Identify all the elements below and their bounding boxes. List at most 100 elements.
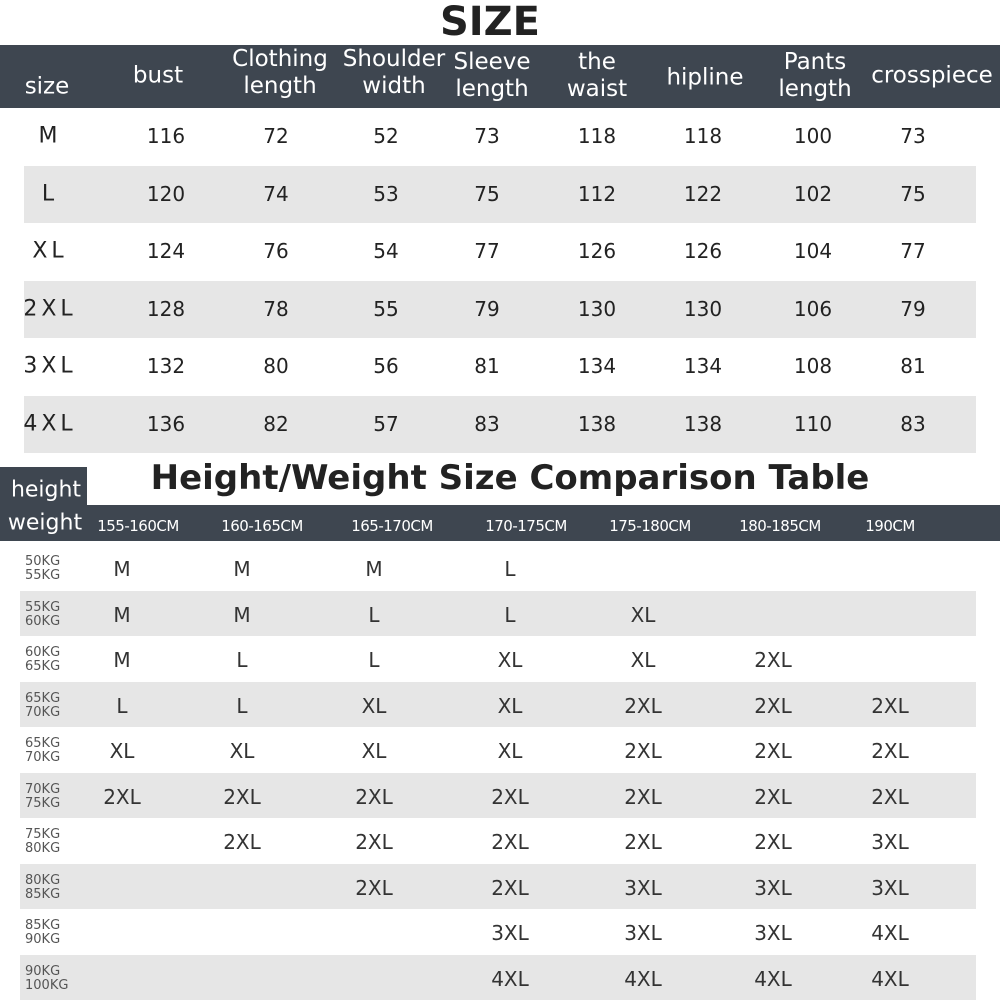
measurement: 118 bbox=[577, 124, 617, 148]
column-header: Pants length bbox=[778, 49, 852, 102]
height-header: 165-170CM bbox=[351, 517, 433, 535]
recommended-size: 2XL bbox=[754, 784, 792, 809]
column-header: Shoulder width bbox=[342, 46, 446, 99]
measurement: 134 bbox=[577, 354, 617, 378]
recommended-size: M bbox=[113, 648, 131, 672]
recommended-size: 2XL bbox=[624, 739, 662, 763]
measurement: 52 bbox=[373, 124, 399, 148]
row-background bbox=[24, 280, 976, 338]
recommended-size: M bbox=[113, 557, 131, 581]
measurement: 77 bbox=[474, 239, 500, 263]
recommended-size: L bbox=[116, 693, 128, 718]
column-header: Clothing length bbox=[232, 46, 328, 99]
measurement: 79 bbox=[474, 296, 500, 321]
recommended-size: L bbox=[236, 693, 248, 718]
measurement: 77 bbox=[900, 239, 926, 263]
recommended-size: XL bbox=[497, 693, 523, 718]
recommended-size: 4XL bbox=[491, 966, 529, 991]
size-label: XL bbox=[32, 238, 68, 264]
height-header: 175-180CM bbox=[609, 517, 691, 535]
weight-value: 50KG bbox=[25, 554, 61, 569]
recommended-size: L bbox=[504, 602, 516, 627]
column-header: size bbox=[24, 73, 70, 100]
measurement: 83 bbox=[474, 411, 500, 436]
measurement: 124 bbox=[146, 239, 186, 263]
row-background bbox=[24, 165, 976, 223]
recommended-size: 4XL bbox=[871, 966, 909, 991]
recommended-size: M bbox=[365, 557, 383, 581]
column-header: the waist bbox=[566, 49, 628, 102]
height-header: 190CM bbox=[865, 517, 915, 535]
measurement: 82 bbox=[263, 411, 289, 436]
weight-value: 80KG bbox=[25, 872, 61, 888]
weight-value: 55KG bbox=[25, 568, 61, 583]
size-label: 2XL bbox=[23, 296, 77, 321]
measurement: 116 bbox=[146, 124, 186, 148]
weight-value: 65KG bbox=[25, 690, 61, 706]
weight-value: 90KG bbox=[25, 963, 61, 979]
recommended-size: 2XL bbox=[871, 693, 909, 718]
measurement: 130 bbox=[683, 296, 723, 321]
recommended-size: 2XL bbox=[355, 875, 393, 900]
weight-label: 65KG 70KG bbox=[25, 690, 61, 720]
recommended-size: 2XL bbox=[624, 830, 662, 854]
recommended-size: 2XL bbox=[491, 784, 529, 809]
recommended-size: 4XL bbox=[754, 966, 792, 991]
measurement: 81 bbox=[900, 354, 926, 378]
measurement: 120 bbox=[146, 181, 186, 206]
recommended-size: 2XL bbox=[223, 830, 261, 854]
row-background bbox=[20, 681, 976, 727]
recommended-size: XL bbox=[497, 648, 523, 672]
recommended-size: 3XL bbox=[491, 921, 529, 945]
measurement: 80 bbox=[263, 354, 289, 378]
recommended-size: 2XL bbox=[754, 830, 792, 854]
measurement: 134 bbox=[683, 354, 723, 378]
recommended-size: M bbox=[233, 557, 251, 581]
measurement: 78 bbox=[263, 296, 289, 321]
measurement: 79 bbox=[900, 296, 926, 321]
recommended-size: XL bbox=[361, 739, 387, 763]
recommended-size: 2XL bbox=[624, 693, 662, 718]
measurement: 76 bbox=[263, 239, 289, 263]
measurement: 110 bbox=[793, 411, 833, 436]
measurement: 112 bbox=[577, 181, 617, 206]
corner-height: height bbox=[10, 477, 82, 503]
weight-value: 85KG bbox=[25, 918, 61, 933]
recommended-size: 3XL bbox=[624, 875, 662, 900]
weight-label: 65KG 70KG bbox=[25, 737, 60, 765]
recommended-size: 4XL bbox=[871, 921, 909, 945]
height-header: 155-160CM bbox=[97, 517, 179, 535]
height-bar bbox=[0, 505, 1000, 541]
weight-value: 80KG bbox=[25, 841, 61, 856]
weight-value: 70KG bbox=[25, 781, 61, 797]
weight-value: 65KG bbox=[25, 736, 61, 751]
measurement: 75 bbox=[474, 181, 500, 206]
measurement: 108 bbox=[793, 354, 833, 378]
column-header: Sleeve length bbox=[453, 49, 531, 102]
weight-value: 70KG bbox=[25, 704, 61, 720]
weight-label: 50KG 55KG bbox=[25, 555, 60, 583]
measurement: 54 bbox=[373, 239, 399, 263]
weight-value: 55KG bbox=[25, 599, 61, 615]
measurement: 118 bbox=[683, 124, 723, 148]
recommended-size: 3XL bbox=[754, 921, 792, 945]
recommended-size: L bbox=[236, 648, 248, 672]
weight-label: 55KG 60KG bbox=[25, 599, 61, 629]
recommended-size: 2XL bbox=[871, 784, 909, 809]
recommended-size: M bbox=[233, 602, 251, 627]
measurement: 73 bbox=[474, 124, 500, 148]
recommended-size: L bbox=[504, 557, 516, 581]
measurement: 104 bbox=[793, 239, 833, 263]
measurement: 74 bbox=[263, 181, 289, 206]
row-background bbox=[20, 772, 976, 818]
measurement: 102 bbox=[793, 181, 833, 206]
measurement: 106 bbox=[793, 296, 833, 321]
recommended-size: 2XL bbox=[355, 784, 393, 809]
measurement: 57 bbox=[373, 411, 399, 436]
recommended-size: 2XL bbox=[754, 739, 792, 763]
size-label: L bbox=[41, 181, 59, 206]
header-bar bbox=[0, 45, 1000, 108]
recommended-size: XL bbox=[109, 739, 135, 763]
recommended-size: 2XL bbox=[754, 648, 792, 672]
